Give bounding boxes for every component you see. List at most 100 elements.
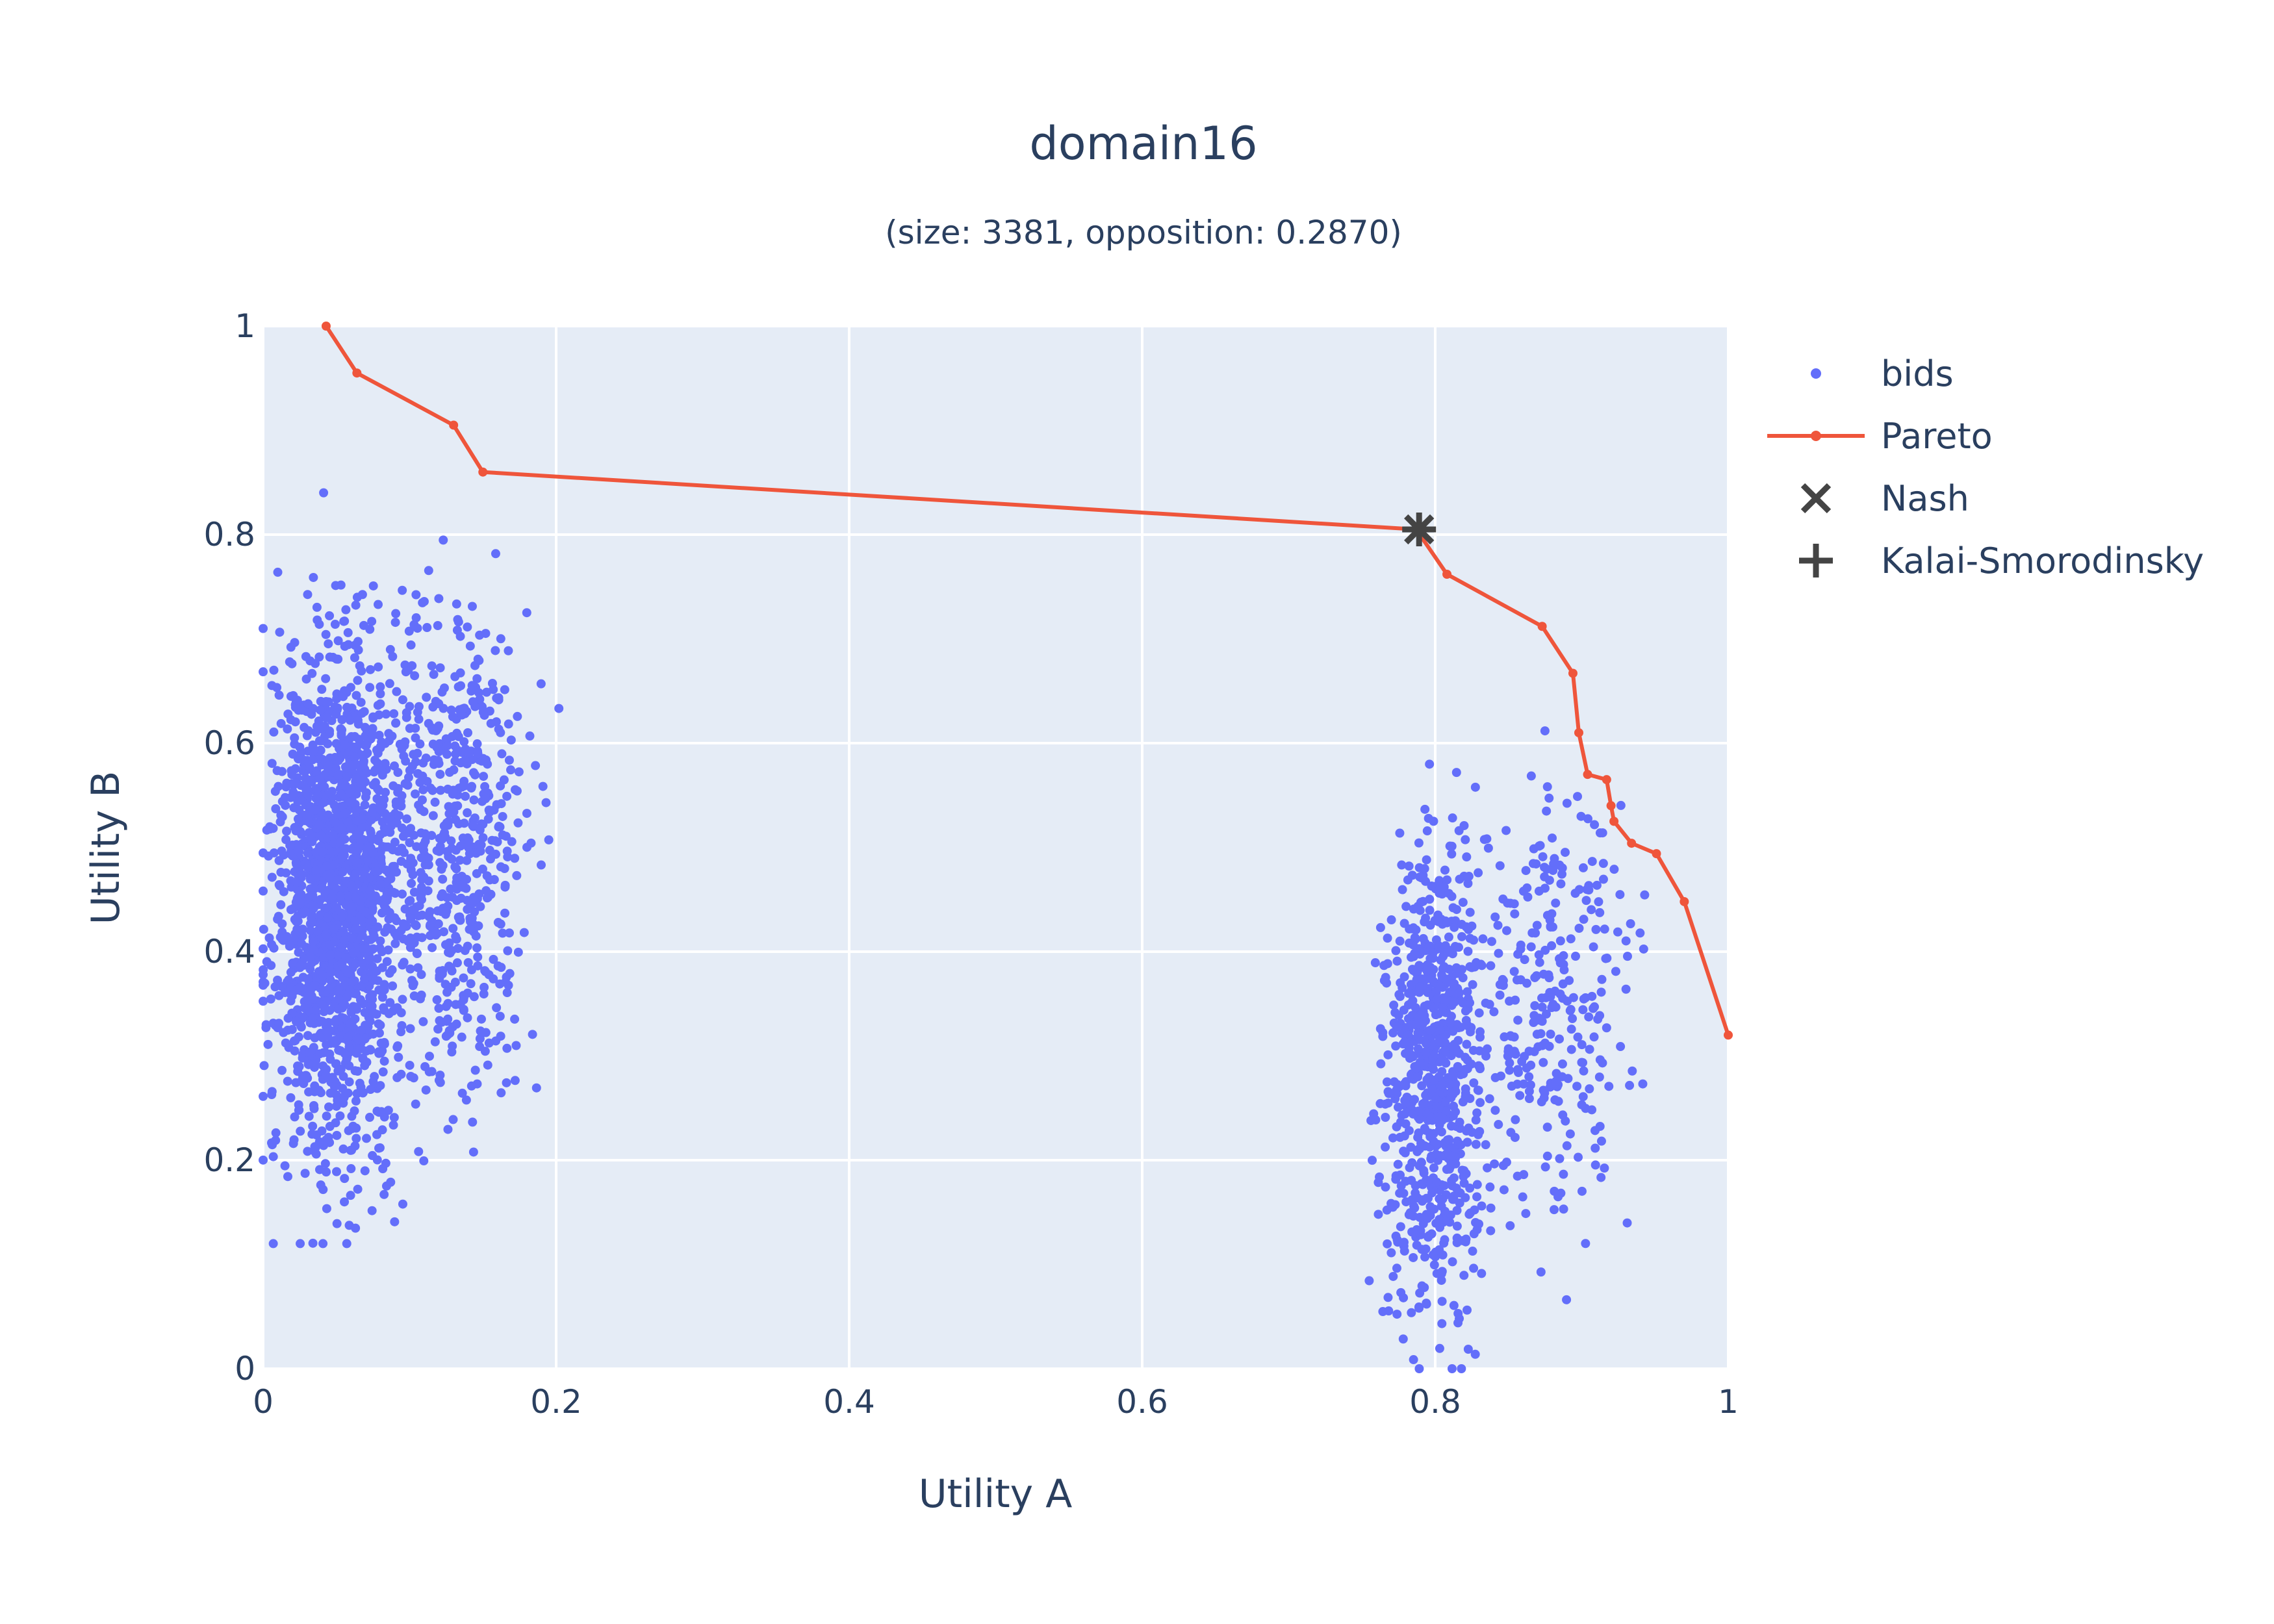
bid-point bbox=[463, 904, 472, 914]
bid-point bbox=[1465, 907, 1475, 917]
bid-point bbox=[1524, 1094, 1534, 1104]
bid-point bbox=[343, 1088, 353, 1098]
bid-point bbox=[409, 991, 419, 1001]
bid-point bbox=[1433, 917, 1443, 926]
bid-point bbox=[1532, 920, 1542, 930]
bid-point bbox=[1424, 1232, 1433, 1242]
bid-point bbox=[475, 1034, 485, 1043]
bid-point bbox=[1513, 1068, 1523, 1078]
bid-point bbox=[415, 901, 424, 911]
bid-point bbox=[489, 954, 498, 964]
bid-point bbox=[300, 907, 310, 917]
bid-point bbox=[1498, 894, 1508, 904]
bid-point bbox=[314, 1165, 324, 1174]
bid-point bbox=[365, 624, 375, 634]
bid-point bbox=[414, 715, 424, 724]
bid-point bbox=[486, 854, 496, 864]
bid-point bbox=[428, 702, 438, 712]
bid-point bbox=[374, 1048, 384, 1058]
bid-point bbox=[314, 652, 324, 662]
bid-point bbox=[1462, 1039, 1472, 1049]
bid-point bbox=[1578, 1092, 1588, 1102]
bid-point bbox=[279, 887, 288, 896]
bid-point bbox=[365, 1113, 375, 1123]
bid-point bbox=[1622, 952, 1632, 961]
bid-point bbox=[1501, 826, 1511, 835]
bid-point bbox=[393, 787, 403, 797]
pareto-point bbox=[1602, 775, 1611, 785]
bid-point bbox=[259, 667, 268, 677]
bid-point bbox=[1448, 903, 1458, 913]
bid-point bbox=[290, 778, 300, 788]
bid-point bbox=[1400, 1096, 1410, 1106]
bid-point bbox=[1481, 1051, 1491, 1061]
bid-point bbox=[1540, 945, 1550, 955]
bid-point bbox=[435, 846, 444, 856]
bid-point bbox=[306, 834, 316, 844]
bid-point bbox=[442, 1017, 452, 1026]
bid-point bbox=[311, 1149, 321, 1159]
bid-point bbox=[1573, 1032, 1583, 1042]
bid-point bbox=[464, 748, 474, 757]
bid-point bbox=[312, 766, 322, 776]
bid-point bbox=[1453, 1318, 1463, 1328]
bid-point bbox=[1428, 1250, 1438, 1260]
bid-point bbox=[297, 705, 307, 715]
bid-point bbox=[332, 1130, 342, 1140]
y-tick-label: 1 bbox=[235, 307, 255, 345]
bid-point bbox=[434, 594, 444, 603]
bid-point bbox=[496, 963, 506, 972]
bid-point bbox=[303, 1031, 313, 1041]
bid-point bbox=[1444, 1135, 1454, 1145]
bid-point bbox=[376, 689, 385, 699]
bid-point bbox=[376, 857, 386, 867]
bid-point bbox=[321, 674, 331, 683]
bid-point bbox=[378, 1067, 388, 1077]
bid-point bbox=[390, 1217, 400, 1226]
bid-point bbox=[1503, 1051, 1513, 1061]
bid-point bbox=[337, 912, 346, 922]
bid-point bbox=[410, 671, 420, 681]
bid-point bbox=[1537, 1002, 1547, 1012]
bid-point bbox=[1414, 1364, 1424, 1373]
bid-point bbox=[1538, 852, 1548, 861]
bid-point bbox=[1515, 1091, 1525, 1100]
bid-point bbox=[1524, 1072, 1534, 1082]
bid-point bbox=[351, 691, 361, 700]
bid-point bbox=[315, 705, 325, 715]
bid-point bbox=[323, 913, 333, 922]
bid-point bbox=[294, 1106, 303, 1115]
bid-point bbox=[1584, 1012, 1594, 1022]
bid-point bbox=[1433, 1139, 1443, 1149]
bid-point bbox=[513, 818, 523, 828]
bid-point bbox=[397, 1021, 407, 1030]
bid-point bbox=[1528, 859, 1538, 869]
bid-point bbox=[501, 831, 511, 841]
bid-point bbox=[478, 864, 487, 874]
bid-point bbox=[324, 1102, 334, 1112]
bid-point bbox=[498, 811, 507, 821]
bid-point bbox=[362, 1134, 372, 1143]
bid-point bbox=[1399, 1237, 1409, 1247]
bid-point bbox=[1469, 1229, 1479, 1239]
bid-point bbox=[449, 807, 459, 817]
bid-point bbox=[276, 718, 286, 728]
bid-point bbox=[336, 789, 346, 798]
bid-point bbox=[356, 698, 366, 707]
bid-point bbox=[1414, 838, 1424, 848]
bid-point bbox=[470, 1065, 480, 1075]
bid-point bbox=[311, 1059, 320, 1069]
bid-point bbox=[280, 1161, 290, 1171]
bid-point bbox=[1432, 1177, 1442, 1187]
bid-point bbox=[1433, 910, 1443, 920]
bid-point bbox=[1379, 976, 1389, 985]
bid-point bbox=[1435, 982, 1445, 991]
bid-point bbox=[442, 987, 452, 997]
bid-point bbox=[1415, 872, 1425, 882]
bid-point bbox=[513, 947, 523, 957]
bid-point bbox=[1490, 1159, 1500, 1169]
bid-point bbox=[1511, 995, 1520, 1005]
bid-point bbox=[318, 847, 327, 857]
bid-point bbox=[497, 749, 507, 759]
